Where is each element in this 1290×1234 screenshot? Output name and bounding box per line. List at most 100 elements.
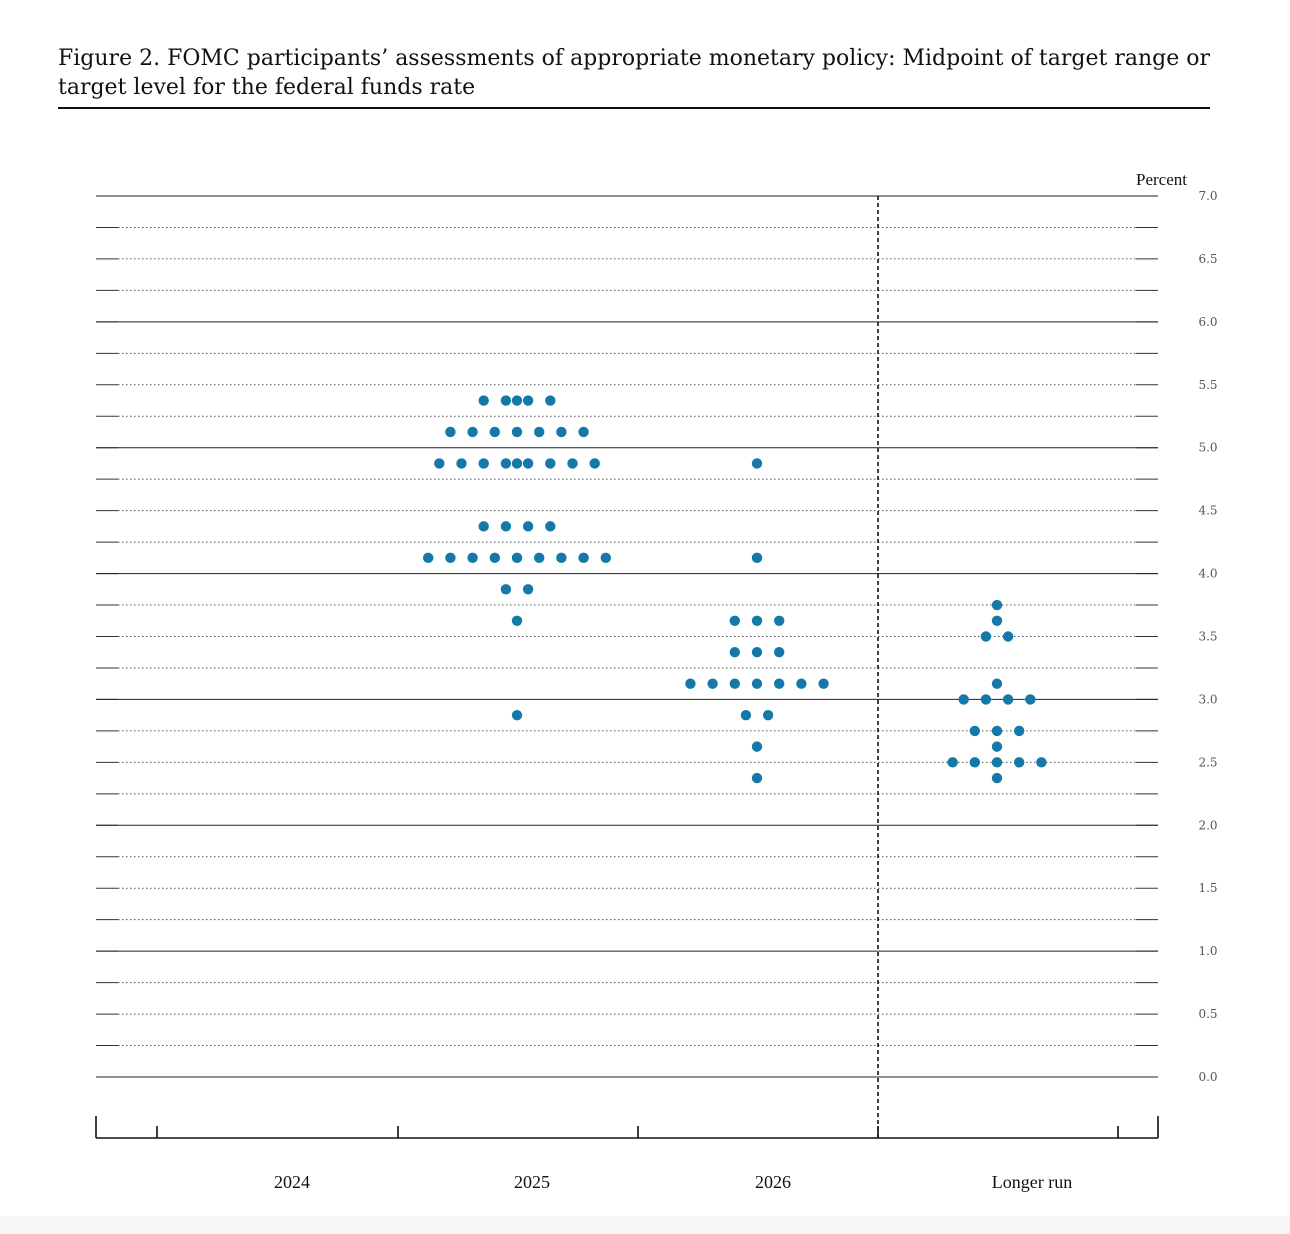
dot-2026: [751, 458, 763, 469]
dot-2025: [500, 521, 512, 532]
dot-2026: [707, 678, 718, 689]
dots: [423, 395, 1047, 784]
y-tick-label: 3.0: [1198, 692, 1217, 706]
dot-2026: [751, 615, 763, 626]
dot-2024: [511, 426, 523, 438]
dot-2024: [589, 458, 600, 469]
y-tick-label: 0.0: [1198, 1070, 1217, 1084]
dot-2026: [751, 678, 763, 689]
y-tick-label: 6.0: [1198, 315, 1217, 329]
dot-2026: [751, 647, 763, 658]
dot-longer-run: [947, 757, 958, 768]
dot-longer-run: [1025, 694, 1036, 705]
dot-2024: [478, 395, 489, 406]
dot-2024: [534, 426, 545, 438]
dot-2026: [729, 678, 740, 689]
dot-longer-run: [991, 615, 1003, 626]
dot-longer-run: [980, 631, 992, 642]
dot-longer-run: [1014, 757, 1025, 768]
dot-2024: [478, 458, 489, 469]
category-labels: 2024 2025 2026 Longer run: [274, 1172, 1072, 1192]
dot-longer-run: [1014, 725, 1025, 737]
dot-2025: [534, 552, 545, 564]
dot-2024: [500, 458, 512, 469]
dot-longer-run: [991, 678, 1003, 689]
dot-longer-run: [1002, 631, 1014, 642]
dot-2025: [445, 552, 456, 564]
dot-2025: [478, 521, 489, 532]
dot-2025: [545, 521, 556, 532]
dot-longer-run: [969, 725, 980, 737]
dot-longer-run: [1002, 694, 1014, 705]
category-label: 2026: [755, 1172, 791, 1192]
dot-2026: [774, 678, 785, 689]
y-tick-label: 1.0: [1198, 944, 1217, 958]
category-label: 2024: [274, 1172, 310, 1192]
dot-2026: [729, 647, 740, 658]
dot-longer-run: [991, 757, 1003, 768]
dot-2026: [751, 772, 763, 784]
y-tick-label: 3.5: [1198, 630, 1217, 644]
dot-longer-run: [991, 772, 1003, 784]
dot-2026: [774, 647, 785, 658]
dot-2025: [600, 552, 611, 564]
dot-2025: [489, 552, 500, 564]
dot-2026: [751, 552, 763, 564]
dot-2026: [796, 678, 807, 689]
dot-2025: [500, 584, 512, 595]
dot-2024: [500, 395, 512, 406]
dot-longer-run: [958, 694, 969, 705]
dot-2025: [522, 521, 534, 532]
y-tick-label: 6.5: [1198, 252, 1217, 266]
dot-2024: [545, 395, 556, 406]
dot-longer-run: [991, 741, 1003, 752]
dot-2024: [456, 458, 467, 469]
dot-2024: [467, 426, 478, 438]
dot-2025: [511, 395, 523, 406]
dot-2024: [567, 458, 578, 469]
dot-2024: [556, 426, 567, 438]
dot-longer-run: [1036, 757, 1047, 768]
y-tick-label: 7.0: [1198, 189, 1217, 203]
y-tick-label: 5.0: [1198, 441, 1217, 455]
y-tick-label: 2.0: [1198, 818, 1217, 832]
dot-2024: [445, 426, 456, 438]
title-rule: [58, 107, 1210, 109]
dot-longer-run: [969, 757, 980, 768]
dot-longer-run: [991, 725, 1003, 737]
figure-title: Figure 2. FOMC participants’ assessments…: [58, 46, 1210, 100]
dot-2024: [578, 426, 589, 438]
dot-2026: [685, 678, 696, 689]
dot-2026: [774, 615, 785, 626]
y-tick-label: 2.5: [1198, 755, 1217, 769]
dot-2024: [545, 458, 556, 469]
y-tick-label: 5.5: [1198, 378, 1217, 392]
dot-2025: [556, 552, 567, 564]
page-bottom-strip: [0, 1216, 1290, 1234]
dot-2024: [434, 458, 445, 469]
dot-2025: [511, 552, 523, 564]
dot-longer-run: [980, 694, 992, 705]
dot-2026: [751, 741, 763, 752]
dot-2024: [522, 395, 534, 406]
dot-2026: [740, 709, 752, 721]
dot-2025: [423, 552, 434, 564]
dot-2026: [818, 678, 829, 689]
category-label: 2025: [514, 1172, 550, 1192]
dot-2025: [511, 615, 523, 626]
dot-2026: [762, 709, 774, 721]
unit-label: Percent: [1136, 170, 1187, 189]
dot-longer-run: [991, 599, 1003, 611]
dot-2025: [522, 584, 534, 595]
dot-2024: [489, 426, 500, 438]
y-tick-label: 0.5: [1198, 1007, 1217, 1021]
dot-2026: [729, 615, 740, 626]
dot-2025: [467, 552, 478, 564]
category-label: Longer run: [992, 1172, 1072, 1192]
x-axis: [95, 1116, 1159, 1139]
dot-2025: [511, 458, 523, 469]
y-tick-label: 4.0: [1198, 567, 1217, 581]
y-tick-label: 4.5: [1198, 504, 1217, 518]
